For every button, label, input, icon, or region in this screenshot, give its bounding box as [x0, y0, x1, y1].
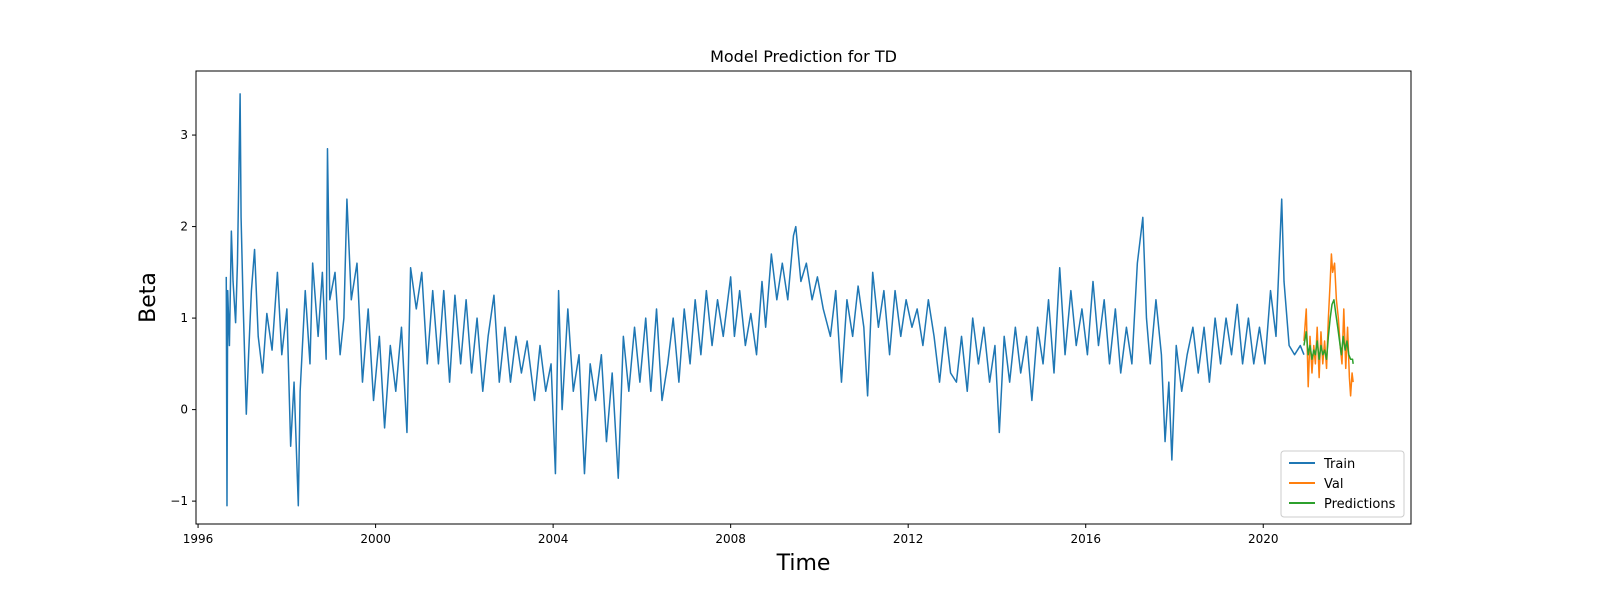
- y-tick-label: 2: [180, 220, 188, 234]
- x-tick-label: 2000: [360, 532, 391, 546]
- x-axis-label: Time: [776, 551, 831, 576]
- x-axis: 1996 2000 2004 2008 2012 2016 2020: [183, 524, 1279, 546]
- x-tick-label: 2004: [538, 532, 569, 546]
- y-tick-label: 1: [180, 311, 188, 325]
- x-tick-label: 2016: [1070, 532, 1101, 546]
- x-tick-label: 1996: [183, 532, 214, 546]
- x-tick-label: 2008: [715, 532, 746, 546]
- y-tick-label: −1: [170, 494, 188, 508]
- series-line-val: [1303, 253, 1354, 397]
- legend-box: [1280, 450, 1405, 518]
- legend: Train Val Predictions: [1280, 450, 1405, 518]
- x-tick-label: 2020: [1248, 532, 1279, 546]
- chart-title: Model Prediction for TD: [710, 47, 897, 66]
- legend-label-val: Val: [1324, 477, 1343, 492]
- y-axis-label: Beta: [136, 272, 161, 323]
- y-tick-label: 3: [180, 128, 188, 142]
- legend-label-predictions: Predictions: [1324, 497, 1396, 512]
- y-tick-label: 0: [180, 403, 188, 417]
- series-layer: [225, 93, 1354, 507]
- y-axis: −1 0 1 2 3: [170, 128, 196, 508]
- plot-frame: [195, 70, 1412, 525]
- series-line-train: [225, 93, 1305, 507]
- legend-label-train: Train: [1323, 457, 1355, 472]
- x-tick-label: 2012: [893, 532, 924, 546]
- series-line-predictions: [1303, 299, 1354, 364]
